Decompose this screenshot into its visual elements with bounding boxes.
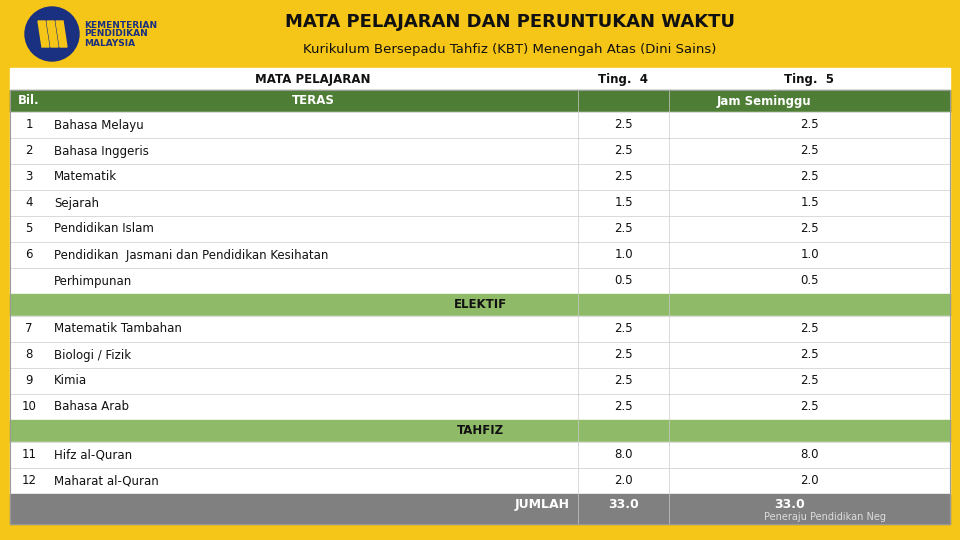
- Text: TERAS: TERAS: [292, 94, 334, 107]
- Text: 0.5: 0.5: [801, 274, 819, 287]
- Text: Perhimpunan: Perhimpunan: [54, 274, 132, 287]
- Bar: [0, 0, 960, 68]
- Text: 2.5: 2.5: [614, 118, 633, 132]
- Bar: [10, 368, 950, 394]
- Text: 2.5: 2.5: [614, 375, 633, 388]
- Text: 1: 1: [25, 118, 33, 132]
- Bar: [10, 90, 950, 112]
- Text: 2.0: 2.0: [801, 475, 819, 488]
- Bar: [10, 342, 950, 368]
- Text: 2.5: 2.5: [614, 171, 633, 184]
- Text: 2.5: 2.5: [801, 401, 819, 414]
- Text: ELEKTIF: ELEKTIF: [453, 299, 507, 312]
- Bar: [10, 394, 950, 420]
- Text: Maharat al-Quran: Maharat al-Quran: [54, 475, 158, 488]
- Bar: [10, 242, 950, 268]
- Text: Bahasa Inggeris: Bahasa Inggeris: [54, 145, 149, 158]
- Text: 33.0: 33.0: [774, 498, 804, 511]
- Bar: [10, 494, 950, 524]
- Text: Ting.  5: Ting. 5: [784, 72, 834, 85]
- Text: JUMLAH: JUMLAH: [515, 498, 570, 511]
- Text: 8.0: 8.0: [614, 449, 633, 462]
- Text: 2.5: 2.5: [801, 118, 819, 132]
- Text: Pendidikan Islam: Pendidikan Islam: [54, 222, 154, 235]
- Text: 8: 8: [25, 348, 33, 361]
- Bar: [10, 420, 950, 442]
- Text: 11: 11: [21, 449, 36, 462]
- Text: KEMENTERIAN: KEMENTERIAN: [84, 21, 157, 30]
- Text: 2.5: 2.5: [801, 171, 819, 184]
- Text: Biologi / Fizik: Biologi / Fizik: [54, 348, 132, 361]
- Bar: [10, 468, 950, 494]
- Text: 2.5: 2.5: [614, 222, 633, 235]
- Text: Bil.: Bil.: [18, 94, 39, 107]
- Text: 9: 9: [25, 375, 33, 388]
- Bar: [10, 112, 950, 138]
- Text: Hifz al-Quran: Hifz al-Quran: [54, 449, 132, 462]
- Bar: [10, 442, 950, 468]
- Text: 2.0: 2.0: [614, 475, 633, 488]
- Text: MATA PELAJARAN: MATA PELAJARAN: [255, 72, 371, 85]
- Text: 2.5: 2.5: [801, 145, 819, 158]
- Text: 2.5: 2.5: [801, 375, 819, 388]
- Circle shape: [25, 7, 79, 61]
- Polygon shape: [56, 21, 67, 47]
- Text: 7: 7: [25, 322, 33, 335]
- Text: 2.5: 2.5: [614, 145, 633, 158]
- Bar: [10, 316, 950, 342]
- Text: Pendidikan  Jasmani dan Pendidikan Kesihatan: Pendidikan Jasmani dan Pendidikan Kesiha…: [54, 248, 328, 261]
- Text: Ting.  4: Ting. 4: [598, 72, 649, 85]
- Text: 2.5: 2.5: [801, 222, 819, 235]
- Text: 0.5: 0.5: [614, 274, 633, 287]
- Text: 12: 12: [21, 475, 36, 488]
- Text: Peneraju Pendidikan Neg: Peneraju Pendidikan Neg: [763, 512, 885, 522]
- Text: 5: 5: [25, 222, 33, 235]
- Text: 1.0: 1.0: [614, 248, 633, 261]
- Bar: [10, 164, 950, 190]
- Text: 2.5: 2.5: [801, 322, 819, 335]
- Text: 10: 10: [21, 401, 36, 414]
- Text: MALAYSIA: MALAYSIA: [84, 38, 135, 48]
- Text: Jam Seminggu: Jam Seminggu: [717, 94, 811, 107]
- Text: MATA PELAJARAN DAN PERUNTUKAN WAKTU: MATA PELAJARAN DAN PERUNTUKAN WAKTU: [285, 14, 735, 31]
- Bar: [10, 68, 950, 90]
- Polygon shape: [47, 21, 58, 47]
- Text: 3: 3: [25, 171, 33, 184]
- Text: Kimia: Kimia: [54, 375, 87, 388]
- Bar: [10, 190, 950, 216]
- Bar: [10, 90, 950, 524]
- Text: Bahasa Melayu: Bahasa Melayu: [54, 118, 144, 132]
- Text: Matematik: Matematik: [54, 171, 117, 184]
- Text: PENDIDIKAN: PENDIDIKAN: [84, 30, 148, 38]
- Text: 1.5: 1.5: [614, 197, 633, 210]
- Text: Sejarah: Sejarah: [54, 197, 99, 210]
- Bar: [10, 294, 950, 316]
- Text: Matematik Tambahan: Matematik Tambahan: [54, 322, 181, 335]
- Bar: [10, 138, 950, 164]
- Text: 2.5: 2.5: [614, 401, 633, 414]
- Text: 2.5: 2.5: [801, 348, 819, 361]
- Bar: [10, 216, 950, 242]
- Text: 1.5: 1.5: [801, 197, 819, 210]
- Text: 2: 2: [25, 145, 33, 158]
- Text: 2.5: 2.5: [614, 322, 633, 335]
- Text: 33.0: 33.0: [608, 498, 638, 511]
- Polygon shape: [38, 21, 49, 47]
- Text: TAHFIZ: TAHFIZ: [456, 424, 504, 437]
- Text: Bahasa Arab: Bahasa Arab: [54, 401, 129, 414]
- Text: 1.0: 1.0: [801, 248, 819, 261]
- Text: 8.0: 8.0: [801, 449, 819, 462]
- Text: 4: 4: [25, 197, 33, 210]
- Text: Kurikulum Bersepadu Tahfiz (KBT) Menengah Atas (Dini Sains): Kurikulum Bersepadu Tahfiz (KBT) Menenga…: [303, 43, 717, 56]
- Text: 2.5: 2.5: [614, 348, 633, 361]
- Bar: [10, 268, 950, 294]
- Text: 6: 6: [25, 248, 33, 261]
